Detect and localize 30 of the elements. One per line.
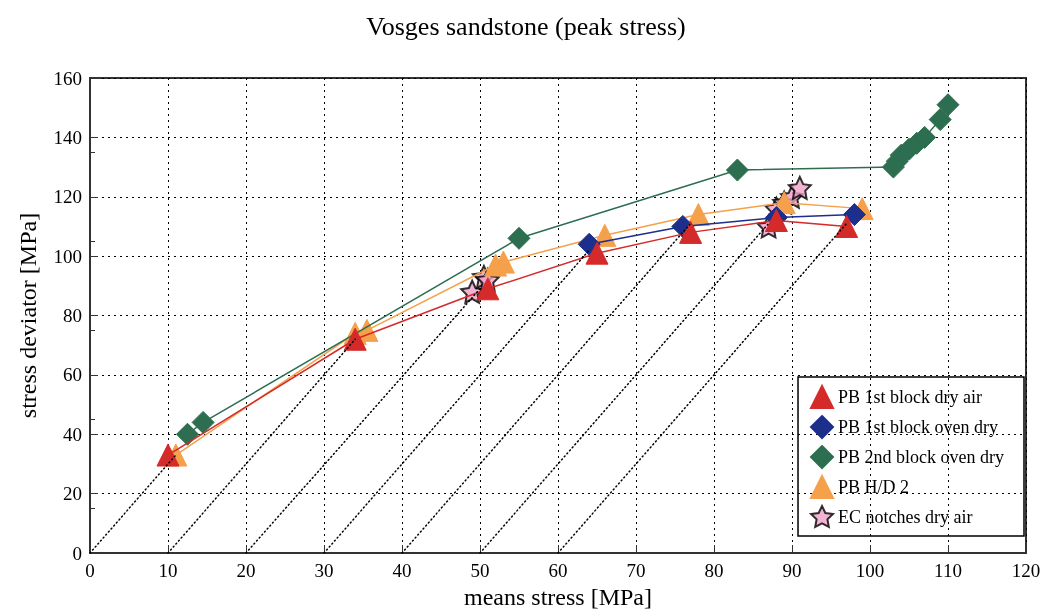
y-tick-label: 120 (53, 186, 82, 208)
x-tick-label: 60 (548, 560, 568, 581)
chart-title: Vosges sandstone (peak stress) (366, 11, 686, 41)
legend-label: PB 1st block dry air (838, 387, 983, 408)
x-tick-label: 80 (704, 560, 724, 581)
y-tick-label: 60 (63, 364, 82, 386)
x-tick-label: 20 (236, 560, 256, 581)
y-tick-label: 80 (63, 305, 82, 326)
y-tick-label: 0 (72, 542, 82, 564)
x-tick-label: 70 (626, 560, 646, 581)
legend-label: PB 1st block oven dry (838, 417, 999, 438)
y-tick-label: 100 (53, 245, 82, 267)
y-tick-label: 160 (53, 67, 82, 89)
y-axis-title: stress deviator [MPa] (15, 212, 41, 419)
y-tick-label: 40 (63, 423, 82, 445)
x-tick-label: 110 (934, 560, 962, 581)
x-axis-title: means stress [MPa] (464, 584, 652, 610)
x-tick-label: 50 (470, 560, 490, 581)
x-tick-label: 10 (158, 560, 178, 581)
y-tick-label: 140 (53, 126, 82, 148)
x-tick-label: 30 (314, 560, 334, 581)
x-tick-label: 120 (1011, 560, 1041, 581)
legend-label: PB H/D 2 (838, 477, 910, 498)
x-tick-label: 40 (392, 560, 412, 581)
x-tick-label: 100 (855, 560, 885, 581)
legend-label: EC notches dry air (838, 506, 973, 527)
y-tick-label: 20 (63, 483, 82, 505)
legend-label: PB 2nd block oven dry (838, 447, 1005, 468)
x-tick-label: 90 (782, 560, 802, 581)
x-tick-label: 0 (85, 560, 95, 581)
